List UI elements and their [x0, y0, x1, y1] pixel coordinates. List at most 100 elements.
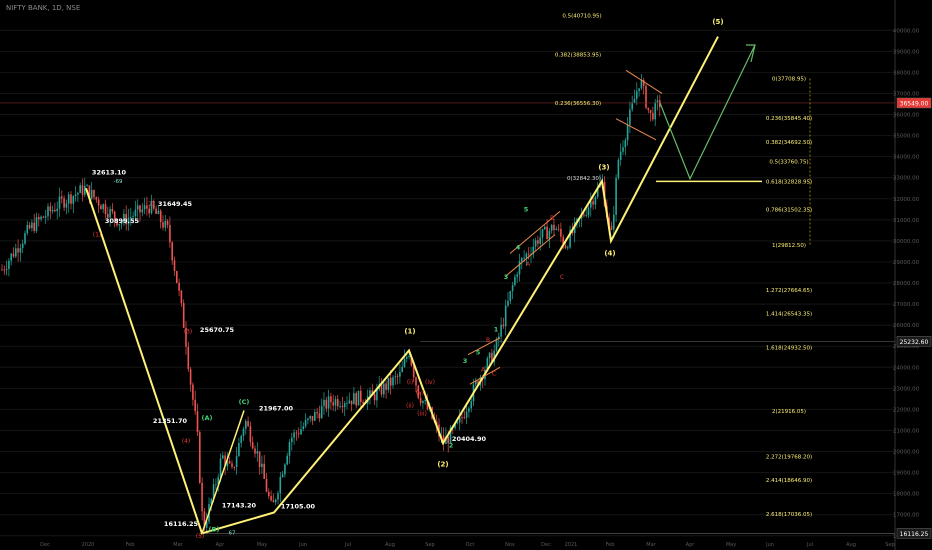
candle: [194, 390, 196, 415]
candle-body: [164, 220, 167, 228]
candle: [502, 317, 505, 329]
candle-body: [17, 248, 19, 253]
candle: [182, 299, 185, 329]
candle-body: [521, 258, 523, 262]
candle: [392, 375, 394, 389]
candle-body: [539, 237, 541, 244]
candle: [132, 211, 134, 224]
candle-body: [461, 417, 463, 419]
candle-body: [125, 213, 127, 225]
fib-label: 1.414(26543.35): [766, 312, 812, 318]
candle: [113, 210, 116, 228]
price-annotation: 31649.45: [158, 200, 193, 208]
candle-body: [373, 394, 376, 401]
candle: [346, 396, 348, 410]
candle: [65, 199, 68, 215]
candle-body: [31, 222, 33, 229]
wave-label-red: A: [526, 261, 531, 268]
candle-body: [500, 324, 502, 337]
fib-label: 1.618(24932.50): [766, 346, 812, 352]
candle: [544, 225, 546, 231]
candle: [493, 344, 495, 367]
candle-body: [376, 389, 378, 401]
candle: [532, 238, 535, 259]
candle-body: [564, 245, 567, 248]
candle-body: [592, 201, 594, 205]
candle-body: [380, 384, 383, 395]
price-annotation: 25670.75: [200, 326, 235, 334]
y-tick-label: 17000.00: [893, 513, 920, 519]
candle-body: [576, 218, 578, 222]
candle-body: [387, 377, 390, 390]
candle-body: [67, 194, 70, 204]
price-tag: 25232.60: [896, 336, 932, 347]
candle: [164, 215, 167, 232]
candle-body: [544, 226, 546, 230]
candle-body: [613, 214, 615, 230]
wave-label-red: C: [492, 371, 496, 378]
candle: [35, 212, 38, 234]
candle-body: [488, 352, 491, 359]
candle: [159, 208, 162, 229]
price-tag-bg: [896, 336, 932, 347]
candle: [373, 391, 376, 406]
candle-body: [79, 185, 81, 193]
candle: [118, 223, 121, 231]
wave-label-red: (iv): [425, 379, 435, 386]
price-annotation: 30899.55: [105, 217, 140, 225]
candle-body: [334, 399, 337, 406]
candle-body: [72, 196, 75, 204]
candle: [445, 427, 447, 445]
candle-body: [343, 403, 346, 408]
candle: [385, 380, 387, 399]
candle-body: [155, 208, 157, 214]
candle-body: [74, 194, 77, 197]
candle-body: [113, 211, 116, 219]
candle-body: [412, 365, 415, 378]
candle-body: [240, 435, 242, 443]
candle: [254, 445, 256, 458]
price-annotation: 20404.90: [452, 435, 487, 443]
price-tag-label: 36549.00: [900, 100, 929, 107]
y-tick-label: 20000.00: [893, 450, 920, 456]
candle: [228, 456, 231, 465]
candle-body: [143, 205, 146, 210]
x-tick-label: Feb: [126, 542, 135, 548]
candle-body: [523, 257, 525, 259]
candle: [26, 220, 29, 236]
x-tick-label: Mar: [646, 542, 656, 548]
wave-label-red: (i): [407, 379, 413, 386]
candle-body: [224, 455, 226, 467]
candle-body: [270, 496, 272, 501]
candle-body: [394, 376, 397, 378]
y-tick-label: 23000.00: [893, 386, 920, 392]
price-tag: 16116.25: [896, 528, 932, 539]
candle: [389, 369, 392, 395]
y-tick-label: 30000.00: [893, 239, 920, 245]
candle-body: [171, 242, 173, 261]
wave-label-major: (3): [598, 163, 609, 171]
candle-body: [557, 228, 560, 230]
candle: [408, 352, 410, 360]
projection-arrow: [746, 44, 756, 63]
candle: [97, 196, 100, 214]
candle: [217, 473, 219, 492]
candle-body: [645, 85, 647, 108]
candle-body: [26, 225, 29, 234]
x-tick-label: Aug: [846, 542, 856, 548]
candle-body: [309, 415, 311, 419]
y-tick-label: 38000.00: [893, 70, 920, 76]
candle: [281, 471, 284, 478]
price-axis[interactable]: 40000.00 39000.00 38000.00 37000.00 36000.00…: [40, 0, 932, 550]
wave-label-major: (1): [404, 328, 415, 336]
candle: [387, 377, 390, 393]
candle: [649, 109, 652, 122]
wave-label-red: (v): [416, 390, 424, 397]
candle-body: [647, 107, 650, 111]
candle-body: [504, 305, 507, 327]
fib-label: 0.5(33760.75): [769, 160, 808, 166]
candle-body: [560, 229, 562, 237]
candle-body: [15, 248, 17, 257]
candle-body: [235, 456, 238, 468]
